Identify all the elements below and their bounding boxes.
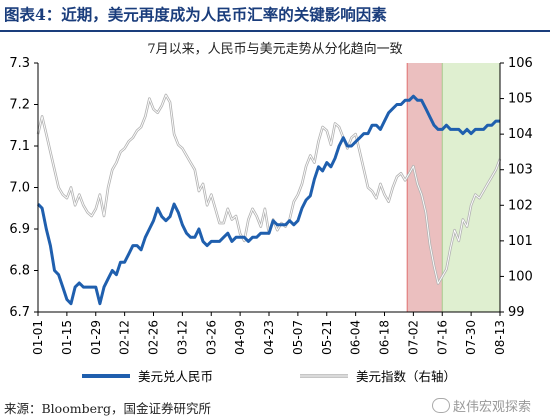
wechat-icon [432,398,450,413]
x-tick-label: 06-04 [349,320,363,355]
x-tick-label: 03-12 [175,320,189,355]
x-tick-label: 05-07 [291,320,305,355]
x-tick-label: 01-01 [31,320,45,355]
y-right-tick-label: 106 [508,56,533,71]
x-tick-label: 07-16 [435,320,449,355]
x-tick-label: 01-15 [60,320,74,355]
y-left-tick-label: 7.0 [9,181,30,196]
y-left-tick-label: 6.9 [9,222,30,237]
x-tick-label: 06-18 [378,320,392,355]
y-left-tick-label: 7.2 [9,98,30,113]
x-tick-label: 05-21 [320,320,334,355]
watermark-text: 赵伟宏观探索 [453,400,532,415]
source-note: 来源：Bloomberg，国金证券研究所 [4,401,211,416]
figure-title-bar: 图表4：近期，美元再度成为人民币汇率的关键影响因素 [0,0,550,32]
y-right-tick-label: 99 [508,305,525,320]
y-right-tick-label: 103 [508,163,533,178]
x-tick-label: 03-26 [204,320,218,355]
y-left-tick-label: 7.3 [9,56,30,71]
watermark: 赵伟宏观探索 [432,396,531,415]
y-right-tick-label: 101 [508,234,533,249]
legend-label-usdcny: 美元兑人民币 [138,369,213,384]
x-tick-label: 02-26 [147,320,161,355]
y-left-tick-label: 7.1 [9,139,30,154]
chart-title: 7月以来，人民币与美元走势从分化趋向一致 [147,42,403,57]
x-tick-label: 07-02 [406,320,420,355]
x-tick-label: 04-09 [233,320,247,355]
y-right-tick-label: 104 [508,127,533,142]
y-right-tick-label: 105 [508,92,533,107]
x-tick-label: 04-23 [262,320,276,355]
y-left-tick-label: 6.7 [9,305,30,320]
x-tick-label: 02-12 [118,320,132,355]
figure-title: 图表4：近期，美元再度成为人民币汇率的关键影响因素 [4,5,387,24]
y-right-tick-label: 100 [508,269,533,284]
series-line-usdcny [36,94,500,306]
legend-label-dxy: 美元指数（右轴） [356,369,456,384]
y-right-tick-label: 102 [508,198,533,213]
x-tick-label: 01-29 [89,320,103,355]
x-tick-label: 07-30 [464,320,478,355]
y-left-tick-label: 6.8 [9,264,30,279]
shaded-region-green [442,63,500,312]
x-tick-label: 08-13 [493,320,507,355]
